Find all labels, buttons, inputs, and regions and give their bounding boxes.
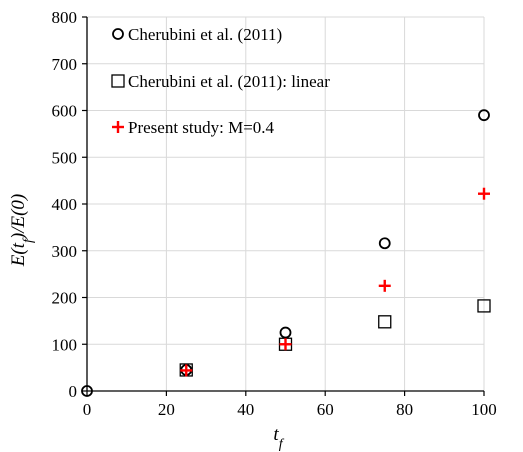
x-tick-label: 20 [158,400,175,419]
x-tick-label: 0 [83,400,92,419]
data-point-series-1 [279,326,292,339]
legend-label-series-3: Present study: M=0.4 [128,118,275,137]
y-tick-label: 400 [52,195,78,214]
data-point-series-3 [279,338,292,351]
data-point-series-1 [478,109,490,122]
data-point-series-3 [378,279,391,292]
data-point-series-3 [478,187,490,200]
x-tick-label: 80 [396,400,413,419]
y-axis-label: E(tf)/E(0) [8,194,36,267]
y-tick-label: 600 [52,102,78,121]
data-point-series-3 [180,364,193,377]
legend-marker-series-3 [112,121,124,133]
y-tick-label: 700 [52,55,78,74]
grid-lines [87,16,485,391]
x-tick-label: 100 [471,400,497,419]
x-tick-label: 40 [237,400,254,419]
data-point-series-2 [477,299,491,313]
axes [82,16,485,396]
y-tick-label: 100 [52,335,78,354]
y-tick-label: 500 [52,148,78,167]
tick-labels: 0 100 200 300 400 500 600 700 800 0 20 40 60 80 100 [52,8,497,419]
legend-label-series-1: Cherubini et al. (2011) [128,25,282,44]
data-points [81,109,491,397]
x-tick-label: 60 [317,400,334,419]
x-axis-label: tf [273,424,284,452]
data-point-series-2 [378,315,392,329]
y-tick-label: 200 [52,289,78,308]
legend-marker-series-2 [111,74,125,88]
data-point-series-1 [378,237,391,250]
legend-label-series-2: Cherubini et al. (2011): linear [128,72,330,91]
y-tick-label: 800 [52,8,78,27]
legend-marker-series-1 [112,28,124,40]
y-tick-label: 300 [52,242,78,261]
legend: Cherubini et al. (2011) Cherubini et al. … [111,25,330,137]
data-point-series-1 [81,385,93,397]
y-tick-label: 0 [69,382,78,401]
